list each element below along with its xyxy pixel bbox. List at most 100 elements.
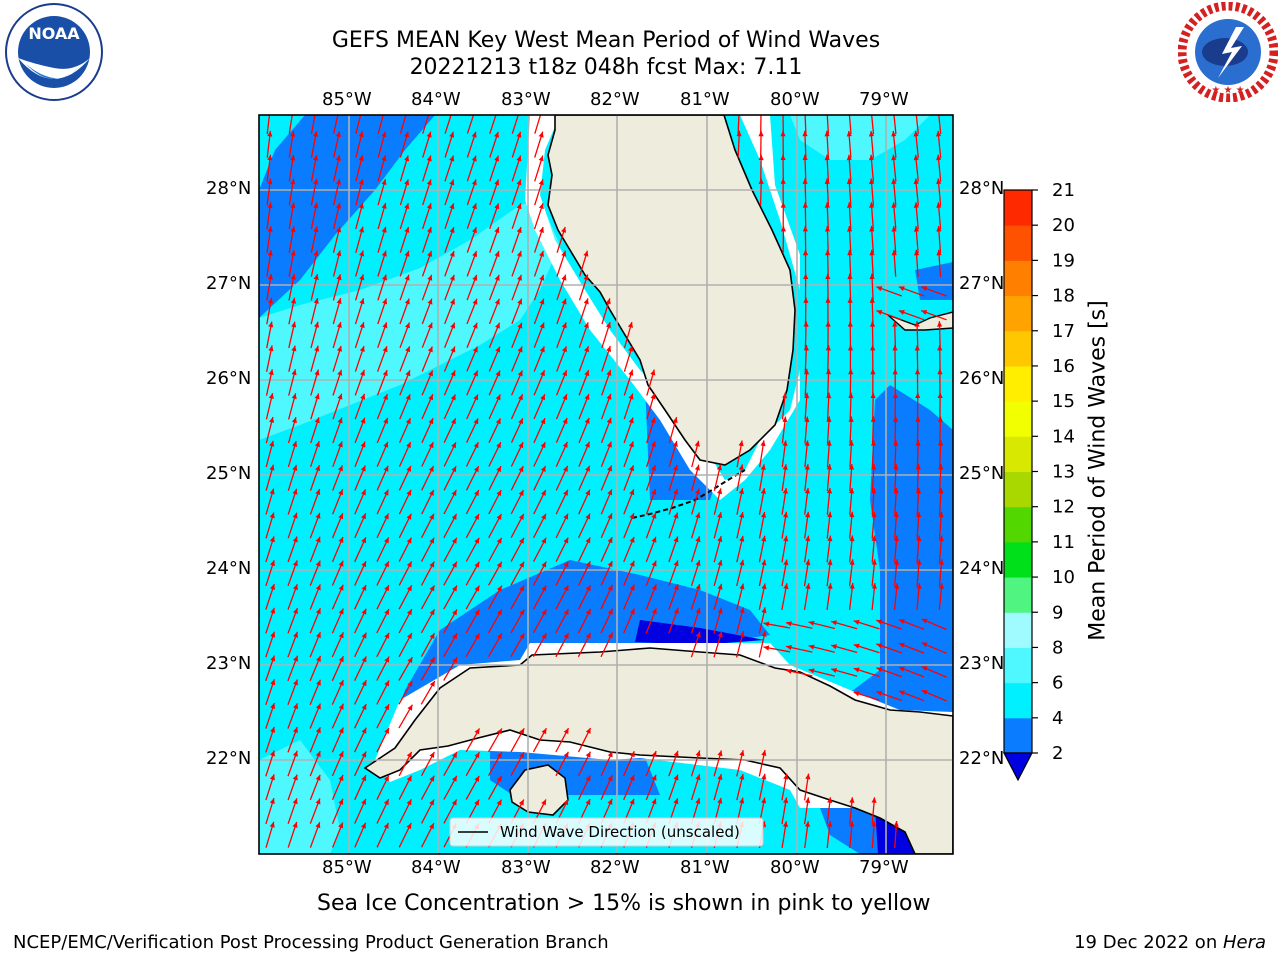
wind-wave-arrowhead bbox=[496, 799, 502, 806]
wind-wave-arrowhead bbox=[471, 155, 477, 162]
wind-wave-arrowhead bbox=[803, 368, 810, 375]
wind-wave-arrowhead bbox=[291, 321, 297, 328]
wind-wave-arrowhead bbox=[673, 798, 679, 805]
lat-label-left: 24°N bbox=[206, 558, 252, 579]
wind-wave-arrowhead bbox=[607, 775, 613, 782]
lon-label-top: 80°W bbox=[770, 89, 820, 110]
wind-wave-arrowhead bbox=[337, 393, 343, 400]
wind-wave-arrowhead bbox=[496, 585, 502, 592]
wind-wave-arrows bbox=[265, 107, 947, 849]
wind-wave-arrowhead bbox=[360, 417, 366, 424]
wind-wave-arrowhead bbox=[269, 798, 275, 804]
wind-wave-arrowhead bbox=[717, 583, 723, 590]
colorbar-tick-label: 11 bbox=[1052, 532, 1075, 553]
wind-wave-arrowhead bbox=[426, 179, 432, 186]
colorbar-swatch bbox=[1004, 541, 1032, 578]
wind-wave-arrowhead bbox=[429, 680, 435, 687]
footer-host: Hera bbox=[1222, 932, 1266, 953]
wind-wave-arrow bbox=[355, 115, 362, 134]
wind-wave-arrowhead bbox=[804, 392, 810, 399]
wind-wave-arrowhead bbox=[517, 346, 523, 353]
wind-wave-arrowhead bbox=[584, 346, 589, 353]
wind-wave-arrowhead bbox=[914, 107, 919, 113]
wind-wave-arrowhead bbox=[312, 131, 319, 137]
wind-wave-arrowhead bbox=[518, 490, 524, 496]
wind-wave-arrowhead bbox=[358, 155, 364, 162]
wind-wave-arrowhead bbox=[761, 631, 767, 637]
wind-wave-arrowhead bbox=[384, 561, 389, 568]
wind-wave-arrow bbox=[826, 115, 830, 135]
wind-wave-arrowhead bbox=[561, 322, 567, 329]
wind-wave-arrowhead bbox=[361, 561, 367, 568]
wind-wave-arrowhead bbox=[474, 537, 480, 544]
wind-wave-arrowhead bbox=[496, 728, 502, 735]
wind-wave-arrowhead bbox=[892, 392, 898, 398]
wind-wave-arrowhead bbox=[293, 608, 298, 614]
wind-wave-arrowhead bbox=[269, 464, 275, 471]
wind-wave-arrowhead bbox=[516, 203, 522, 210]
wind-wave-arrowhead bbox=[359, 298, 365, 305]
wind-wave-arrowhead bbox=[405, 394, 411, 401]
wind-wave-arrowhead bbox=[338, 584, 344, 591]
colorbar-tick-label: 16 bbox=[1052, 356, 1075, 377]
wind-wave-arrowhead bbox=[761, 750, 767, 756]
wind-wave-arrowhead bbox=[628, 441, 634, 448]
wind-wave-arrowhead bbox=[870, 440, 877, 446]
wind-wave-arrowhead bbox=[628, 417, 634, 424]
wind-wave-arrowhead bbox=[496, 561, 502, 568]
wind-wave-arrowhead bbox=[786, 621, 792, 627]
wind-wave-arrowhead bbox=[561, 298, 567, 305]
wind-wave-arrowhead bbox=[337, 369, 343, 376]
wind-wave-arrowhead bbox=[518, 442, 524, 449]
wind-wave-arrowhead bbox=[361, 822, 366, 829]
wind-wave-arrowhead bbox=[361, 704, 367, 710]
wind-wave-arrowhead bbox=[739, 607, 745, 614]
wind-wave-arrowhead bbox=[935, 130, 942, 137]
wind-wave-arrowhead bbox=[360, 465, 366, 472]
noaa-logo: NOAA bbox=[4, 2, 104, 102]
wind-wave-arrowhead bbox=[562, 418, 568, 424]
wind-wave-arrowhead bbox=[541, 799, 546, 806]
wind-wave-arrowhead bbox=[892, 368, 898, 375]
wind-wave-arrowhead bbox=[496, 513, 502, 520]
wind-wave-arrowhead bbox=[474, 490, 479, 496]
wind-wave-arrowhead bbox=[936, 178, 942, 185]
wind-wave-arrowhead bbox=[824, 154, 830, 161]
wind-wave-arrowhead bbox=[383, 394, 388, 400]
wind-wave-arrowhead bbox=[382, 274, 387, 281]
wind-wave-arrowhead bbox=[338, 727, 344, 734]
wind-wave-arrowhead bbox=[763, 645, 770, 651]
wind-wave-arrowhead bbox=[474, 752, 480, 759]
wind-wave-arrowhead bbox=[269, 440, 275, 447]
wind-wave-arrowhead bbox=[739, 797, 745, 804]
wind-wave-arrowhead bbox=[338, 560, 344, 567]
wind-wave-arrowhead bbox=[805, 559, 811, 566]
wind-wave-arrowhead bbox=[760, 464, 766, 470]
wind-wave-arrowhead bbox=[847, 321, 853, 327]
wind-wave-arrowhead bbox=[269, 417, 275, 423]
wind-wave-arrowhead bbox=[538, 203, 544, 210]
wind-wave-arrowhead bbox=[584, 370, 590, 377]
wind-wave-arrowhead bbox=[541, 561, 547, 568]
lon-label-bottom: 79°W bbox=[859, 857, 909, 878]
wind-wave-arrowhead bbox=[471, 131, 477, 138]
wind-wave-arrowhead bbox=[361, 680, 367, 687]
wind-wave-arrowhead bbox=[428, 466, 434, 472]
wind-wave-arrowhead bbox=[494, 179, 500, 186]
wind-wave-arrowhead bbox=[516, 179, 522, 186]
wind-wave-arrowhead bbox=[268, 297, 274, 304]
wind-wave-arrowhead bbox=[338, 680, 344, 686]
wind-wave-arrowhead bbox=[383, 417, 388, 424]
wind-wave-arrowhead bbox=[518, 799, 524, 806]
wind-wave-arrowhead bbox=[451, 418, 456, 425]
wind-wave-arrowhead bbox=[583, 250, 589, 257]
wind-wave-arrowhead bbox=[519, 585, 525, 592]
wind-wave-arrowhead bbox=[760, 488, 766, 494]
colorbar-tick-label: 21 bbox=[1052, 180, 1075, 201]
wind-wave-arrowhead bbox=[405, 418, 411, 425]
wind-wave-arrowhead bbox=[315, 489, 321, 495]
title-line-2: 20221213 t18z 048h fcst Max: 7.11 bbox=[409, 55, 803, 80]
lon-label-top: 84°W bbox=[411, 89, 461, 110]
wind-wave-arrowhead bbox=[406, 823, 412, 829]
